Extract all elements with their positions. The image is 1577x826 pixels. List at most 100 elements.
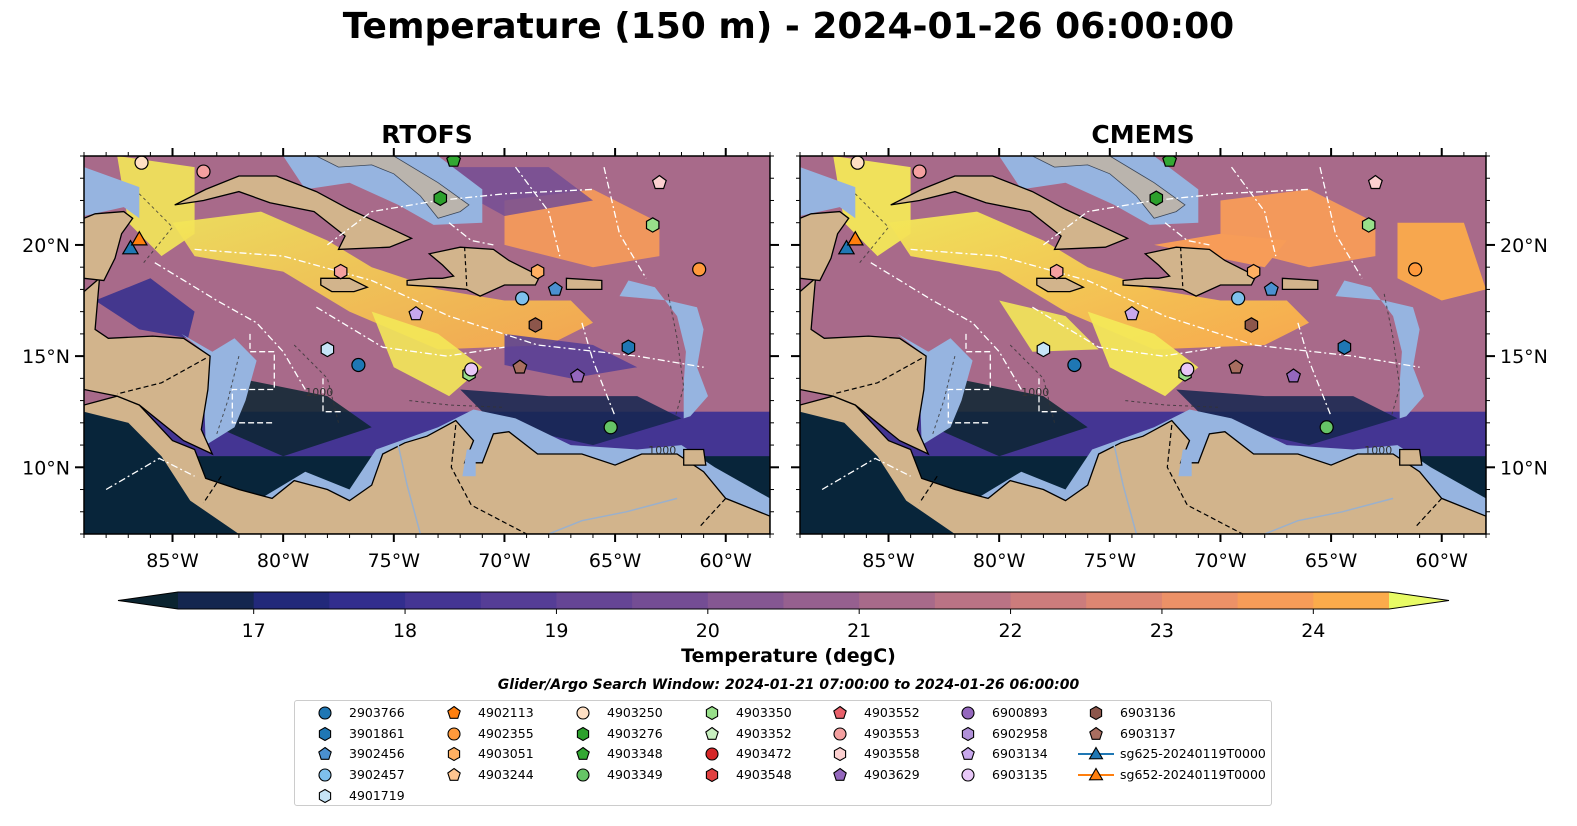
float-4903051 <box>530 263 545 280</box>
lat-tick-label: 20°N <box>1500 235 1548 257</box>
float-4903348 <box>1162 156 1178 167</box>
map-frame <box>799 155 1487 535</box>
float-6903134 <box>408 305 424 321</box>
lake-maracaibo <box>462 449 476 477</box>
land-bahamas <box>1032 156 1186 219</box>
float-6903135 <box>464 362 479 377</box>
colorbar-segment <box>1237 592 1314 609</box>
eez-boundary <box>316 306 505 357</box>
legend-label: 6903136 <box>1120 705 1176 720</box>
country-border <box>450 424 527 534</box>
float-2903766 <box>351 357 366 373</box>
legend-label: 3902456 <box>349 746 405 762</box>
colorbar-extend-high <box>1389 592 1449 609</box>
legend-label: 4903553 <box>864 725 920 741</box>
depth-contour-label: 1000 <box>1021 386 1049 399</box>
float-4903250 <box>850 156 865 170</box>
colorbar-tick-label: 17 <box>242 620 266 642</box>
float-6903137 <box>1228 359 1244 374</box>
float-3902456 <box>547 281 563 296</box>
legend-label: 4903350 <box>736 705 792 720</box>
legend-marker-icon <box>447 727 461 741</box>
land-cuba <box>890 175 1130 251</box>
float-4903349 <box>1319 420 1334 435</box>
legend-marker-icon <box>961 706 975 720</box>
legend-marker-icon <box>1078 767 1114 781</box>
depth-contour <box>1125 400 1221 408</box>
legend-marker-icon <box>1089 726 1103 740</box>
river <box>1113 444 1138 534</box>
float-4903350 <box>1361 217 1376 233</box>
depth-contour-label: 1000 <box>648 444 676 457</box>
lon-tick-label: 65°W <box>589 550 642 572</box>
float-4903276 <box>433 190 448 207</box>
float-4903051 <box>1246 263 1261 280</box>
shelf-area <box>84 167 140 219</box>
eez-boundary <box>194 248 704 368</box>
legend-label: 4903552 <box>864 705 920 720</box>
eez-boundary <box>105 457 195 491</box>
float-4903553 <box>912 164 927 179</box>
colorbar-segment <box>1086 592 1163 609</box>
lon-tick-label: 65°W <box>1305 550 1358 572</box>
colorbar-segment <box>556 592 633 609</box>
depth-contour <box>1383 293 1401 419</box>
depth-contour <box>667 293 685 419</box>
legend-label: 4902355 <box>478 725 534 741</box>
float-3901861 <box>1337 339 1352 356</box>
legend-marker-icon <box>318 747 332 761</box>
float-6903134 <box>1124 305 1140 321</box>
lon-tick-label: 85°W <box>146 550 199 572</box>
land-south-america <box>84 395 770 534</box>
legend-label: 4901719 <box>349 787 405 803</box>
legend-label: 4903051 <box>478 746 534 762</box>
legend-marker-icon <box>833 705 847 719</box>
eez-boundary <box>322 378 343 413</box>
glider-sg652-20240119T0000 <box>130 230 148 246</box>
figure-title: Temperature (150 m) - 2024-01-26 06:00:0… <box>342 6 1235 47</box>
land-jamaica <box>1036 277 1085 293</box>
legend-marker-icon <box>961 726 975 741</box>
legend-marker-icon <box>576 747 590 761</box>
lon-tick-label: 75°W <box>368 550 421 572</box>
shelf-area <box>619 280 708 419</box>
eez-boundary <box>581 322 616 417</box>
colorbar-segment <box>253 592 330 609</box>
colorbar-segment <box>178 592 255 609</box>
legend-marker-icon <box>318 768 332 782</box>
float-4903629 <box>1285 368 1302 383</box>
legend-label: 6903137 <box>1120 725 1176 741</box>
legend-label: 2903766 <box>349 705 405 720</box>
lat-tick-label: 10°N <box>1500 457 1548 479</box>
country-border <box>202 475 222 504</box>
map-frame <box>83 155 771 535</box>
float-4903558 <box>1367 174 1383 190</box>
land-yucatan <box>800 210 850 282</box>
land-trinidad <box>683 448 707 466</box>
legend-label: 4903349 <box>607 767 663 783</box>
legend-marker-icon <box>833 747 847 762</box>
legend-marker-icon <box>576 768 590 782</box>
river <box>548 497 678 534</box>
legend-label: 6903135 <box>992 767 1048 783</box>
colorbar-extend-low <box>118 592 178 609</box>
float-4901719 <box>320 341 335 358</box>
depth-contour-label: 1000 <box>1364 444 1392 457</box>
legend-label: 4903250 <box>607 705 663 720</box>
colorbar-segment <box>707 592 784 609</box>
legend-marker-icon <box>576 706 590 720</box>
float-6903136 <box>528 317 543 333</box>
country-border <box>698 497 727 528</box>
search-window-caption: Glider/Argo Search Window: 2024-01-21 07… <box>497 677 1080 693</box>
lat-tick-label: 15°N <box>1500 346 1548 368</box>
legend-label: 4903558 <box>864 746 920 762</box>
pacific-ocean <box>84 411 239 534</box>
legend-marker-icon <box>705 705 719 721</box>
legend-marker-icon <box>1089 705 1103 721</box>
land-central-america <box>800 276 930 456</box>
float-4903349 <box>603 420 618 435</box>
legend: 2903766 3901861 3902456 3902457 4901719 49021… <box>294 700 1272 806</box>
colorbar: 17 18 19 20 21 22 23 24 <box>117 591 1450 642</box>
panel-title-cmems: CMEMS <box>1091 120 1195 149</box>
